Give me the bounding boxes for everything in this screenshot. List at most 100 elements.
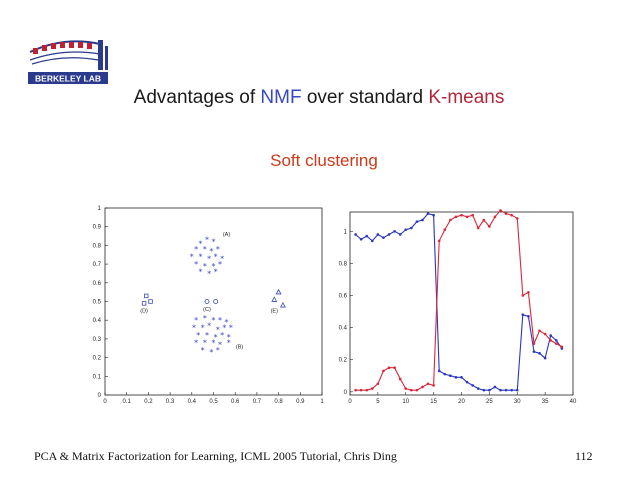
series-point bbox=[543, 356, 547, 360]
series-point bbox=[543, 332, 547, 336]
series-point bbox=[426, 212, 430, 215]
series-point bbox=[432, 213, 435, 217]
triangle-point bbox=[275, 288, 282, 295]
series-point bbox=[454, 215, 458, 219]
y-tick-label: 0.5 bbox=[93, 300, 102, 306]
series-point bbox=[504, 212, 508, 215]
series-point bbox=[532, 350, 536, 353]
y-tick-label: 0.9 bbox=[93, 225, 102, 231]
series-point bbox=[449, 374, 452, 378]
x-tick-label: 0.3 bbox=[166, 399, 175, 405]
series-point bbox=[549, 334, 552, 337]
series-point bbox=[560, 345, 564, 349]
series-point bbox=[359, 237, 363, 241]
series-point bbox=[404, 228, 408, 231]
plot-frame bbox=[349, 211, 574, 396]
series-point bbox=[515, 217, 519, 220]
star-point: * bbox=[201, 323, 205, 332]
x-tick-label: 30 bbox=[514, 399, 521, 405]
circle-point bbox=[213, 299, 219, 304]
series-point bbox=[510, 388, 513, 392]
star-point: * bbox=[220, 254, 224, 263]
series-point bbox=[465, 215, 469, 219]
logo-text: BERKELEY LAB bbox=[35, 74, 101, 84]
series-point bbox=[432, 384, 435, 387]
star-point: * bbox=[214, 333, 218, 342]
series-point bbox=[476, 387, 480, 390]
series-point bbox=[410, 388, 413, 392]
x-tick-label: 0.9 bbox=[296, 399, 305, 405]
star-point: * bbox=[227, 333, 231, 342]
series-point bbox=[359, 388, 363, 392]
slide-subtitle: Soft clustering bbox=[270, 151, 378, 170]
series-point bbox=[398, 233, 402, 236]
star-point: * bbox=[194, 338, 198, 347]
star-point: * bbox=[207, 254, 211, 263]
series-point bbox=[376, 382, 380, 386]
series-point bbox=[454, 376, 458, 379]
title-middle: over standard bbox=[301, 87, 429, 108]
star-point: * bbox=[207, 322, 211, 331]
x-tick-label: 15 bbox=[430, 399, 437, 405]
x-tick-label: 1 bbox=[320, 399, 324, 405]
series-point bbox=[482, 388, 486, 392]
series-point bbox=[554, 339, 558, 342]
y-tick-label: 0 bbox=[344, 390, 348, 396]
series-point bbox=[482, 218, 486, 222]
series-point bbox=[460, 376, 463, 379]
y-tick-label: 0 bbox=[98, 393, 102, 399]
x-tick-label: 0.4 bbox=[188, 399, 197, 405]
series-point bbox=[404, 387, 408, 390]
x-tick-label: 0 bbox=[348, 399, 352, 405]
x-tick-label: 10 bbox=[402, 399, 409, 405]
x-tick-label: 0.5 bbox=[209, 399, 218, 405]
square-point bbox=[148, 299, 153, 304]
star-point: * bbox=[222, 323, 226, 332]
star-point: * bbox=[201, 346, 205, 355]
series-point bbox=[510, 213, 513, 217]
star-point: * bbox=[205, 331, 209, 340]
slide-title: Advantages of NMF over standard K-means bbox=[0, 87, 638, 109]
series-point bbox=[465, 380, 469, 384]
series-point bbox=[393, 229, 396, 233]
star-point: * bbox=[203, 338, 207, 347]
star-point: * bbox=[214, 252, 218, 261]
y-tick-label: 0.8 bbox=[93, 243, 102, 249]
y-tick-label: 0.4 bbox=[339, 326, 348, 332]
series-point bbox=[488, 388, 491, 392]
square-point bbox=[144, 293, 149, 299]
series-point bbox=[460, 213, 463, 217]
series-point bbox=[382, 236, 385, 239]
x-tick-label: 0.2 bbox=[144, 399, 153, 405]
square-point bbox=[141, 301, 147, 306]
series-point bbox=[488, 225, 491, 228]
star-point: * bbox=[190, 252, 194, 261]
series-point bbox=[387, 366, 391, 370]
series-point bbox=[493, 215, 497, 219]
series-point bbox=[437, 369, 441, 373]
x-tick-label: 0.1 bbox=[123, 399, 132, 405]
star-point: * bbox=[216, 245, 220, 254]
page-number: 112 bbox=[575, 449, 593, 463]
series-point bbox=[443, 372, 447, 376]
title-nmf: NMF bbox=[260, 87, 302, 108]
star-point: * bbox=[227, 338, 231, 347]
series-point bbox=[471, 213, 474, 217]
series-point bbox=[421, 385, 424, 389]
x-tick-label: 0.6 bbox=[231, 399, 240, 405]
title-kmeans: K-means bbox=[428, 87, 505, 108]
y-tick-label: 0.8 bbox=[339, 261, 348, 267]
y-tick-label: 1 bbox=[344, 229, 348, 235]
series-point bbox=[443, 228, 447, 231]
series-point bbox=[393, 366, 396, 370]
triangle-point bbox=[279, 302, 286, 308]
cluster-label: (B) bbox=[236, 344, 244, 350]
star-point: * bbox=[214, 267, 218, 276]
series-point bbox=[371, 387, 374, 390]
series-point bbox=[515, 388, 519, 392]
series-line bbox=[355, 212, 563, 391]
triangle-point bbox=[271, 296, 278, 302]
star-point: * bbox=[203, 245, 207, 254]
series-point bbox=[476, 226, 480, 230]
series-point bbox=[554, 342, 558, 345]
